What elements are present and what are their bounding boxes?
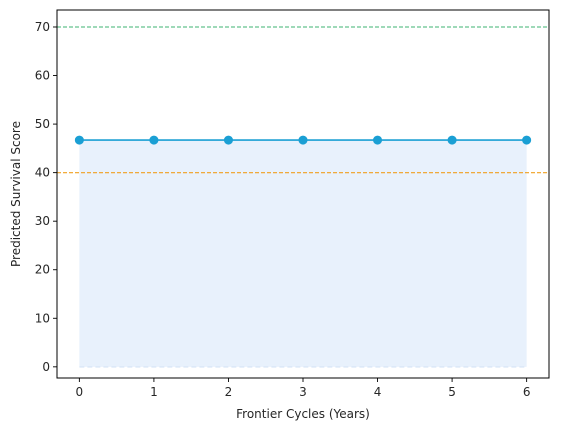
data-point (74, 135, 84, 145)
x-tick-label: 4 (374, 385, 382, 399)
data-point (447, 135, 457, 145)
x-tick-label: 1 (150, 385, 158, 399)
y-tick-label: 30 (35, 214, 50, 228)
y-tick-label: 40 (35, 166, 50, 180)
y-axis-label: Predicted Survival Score (9, 121, 23, 267)
y-tick-label: 10 (35, 311, 50, 325)
data-point (298, 135, 308, 145)
reference-lines (57, 26, 549, 174)
y-tick-label: 50 (35, 117, 50, 131)
x-tick-label: 0 (76, 385, 84, 399)
x-tick-label: 5 (448, 385, 456, 399)
x-tick-label: 3 (299, 385, 307, 399)
y-tick-label: 20 (35, 263, 50, 277)
series-area-fill (79, 140, 527, 367)
data-point (373, 135, 383, 145)
x-tick-label: 6 (523, 385, 531, 399)
data-point (223, 135, 233, 145)
area-fill-layer (79, 140, 527, 368)
x-axis-ticks: 0 1 2 3 4 5 6 (76, 378, 531, 399)
x-axis-label: Frontier Cycles (Years) (236, 407, 370, 421)
y-axis-ticks: 0 10 20 30 40 50 60 70 (35, 20, 57, 374)
x-tick-label: 2 (225, 385, 233, 399)
data-point (149, 135, 159, 145)
y-tick-label: 70 (35, 20, 50, 34)
data-point (522, 135, 532, 145)
y-tick-label: 0 (42, 360, 50, 374)
y-tick-label: 60 (35, 69, 50, 83)
series-layer (74, 135, 532, 145)
